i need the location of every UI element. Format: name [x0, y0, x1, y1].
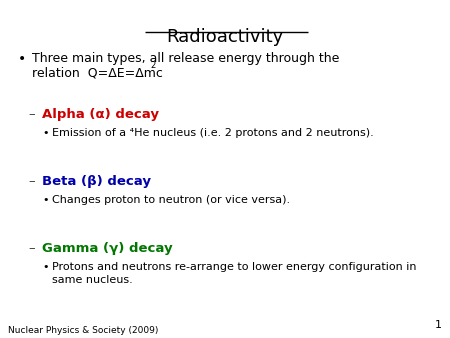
Text: Three main types, all release energy through the: Three main types, all release energy thr…: [32, 52, 339, 65]
Text: 2: 2: [150, 61, 155, 70]
Text: •: •: [18, 52, 26, 66]
Text: relation  Q=ΔE=Δmc: relation Q=ΔE=Δmc: [32, 66, 163, 79]
Text: Alpha (α) decay: Alpha (α) decay: [42, 108, 159, 121]
Text: Nuclear Physics & Society (2009): Nuclear Physics & Society (2009): [8, 326, 158, 335]
Text: –: –: [28, 108, 35, 121]
Text: Protons and neutrons re-arrange to lower energy configuration in: Protons and neutrons re-arrange to lower…: [52, 262, 417, 272]
Text: Beta (β) decay: Beta (β) decay: [42, 175, 151, 188]
Text: Gamma (γ) decay: Gamma (γ) decay: [42, 242, 173, 255]
Text: Emission of a ⁴He nucleus (i.e. 2 protons and 2 neutrons).: Emission of a ⁴He nucleus (i.e. 2 proton…: [52, 128, 374, 138]
Text: Changes proton to neutron (or vice versa).: Changes proton to neutron (or vice versa…: [52, 195, 290, 205]
Text: •: •: [42, 128, 49, 138]
Text: same nucleus.: same nucleus.: [52, 275, 133, 285]
Text: –: –: [28, 242, 35, 255]
Text: Radioactivity: Radioactivity: [166, 28, 284, 46]
Text: –: –: [28, 175, 35, 188]
Text: •: •: [42, 195, 49, 205]
Text: •: •: [42, 262, 49, 272]
Text: 1: 1: [435, 320, 442, 330]
